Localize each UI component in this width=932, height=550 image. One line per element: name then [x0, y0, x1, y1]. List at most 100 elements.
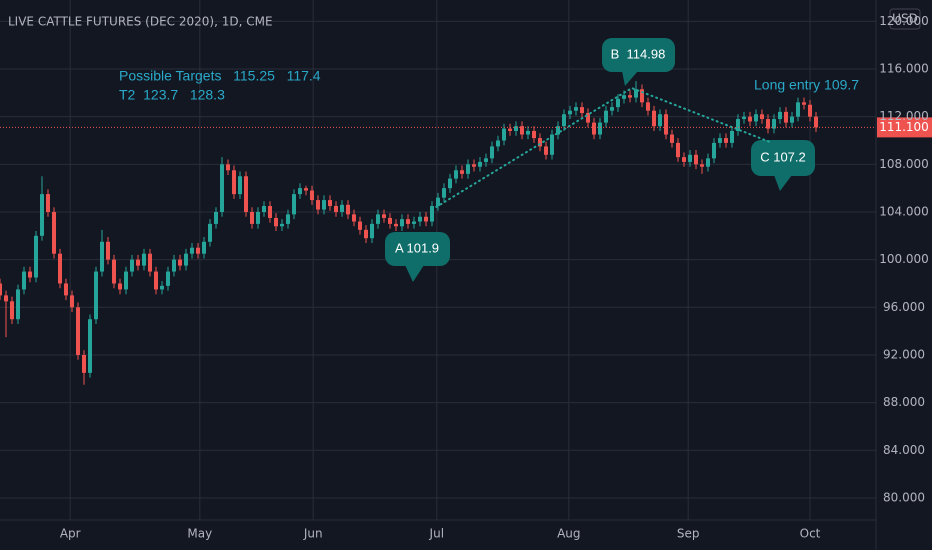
- candle-body: [178, 259, 182, 266]
- candle-body: [802, 102, 806, 105]
- candle-body: [496, 140, 500, 147]
- candle-body: [442, 188, 446, 198]
- candle-body: [106, 241, 110, 260]
- candle-body: [604, 110, 608, 123]
- callout: B 114.98: [602, 38, 675, 86]
- candle-body: [16, 289, 20, 320]
- candle-body: [448, 178, 452, 189]
- candle-body: [436, 197, 440, 207]
- candle-body: [202, 241, 206, 254]
- candle-body: [346, 204, 350, 215]
- candle-body: [322, 200, 326, 210]
- y-tick-label: 108.000: [879, 157, 929, 171]
- candle-body: [388, 217, 392, 224]
- x-tick-label: Apr: [60, 527, 81, 541]
- candle-body: [22, 271, 26, 290]
- candle-body: [616, 98, 620, 108]
- candle-body: [190, 247, 194, 254]
- candle-body: [352, 214, 356, 222]
- candle-body: [688, 154, 692, 162]
- candle-body: [400, 219, 404, 227]
- candle-body: [550, 134, 554, 155]
- y-tick-label: 116.000: [879, 61, 929, 75]
- callout-tail: [622, 71, 638, 86]
- candle-body: [214, 211, 218, 224]
- candle-body: [628, 95, 632, 98]
- currency-button[interactable]: [889, 8, 921, 30]
- callout-label: C 107.2: [760, 149, 806, 164]
- candle-body: [412, 221, 416, 224]
- candle-body: [430, 206, 434, 222]
- candle-body: [226, 164, 230, 171]
- candle-body: [310, 190, 314, 201]
- candle-body: [316, 200, 320, 210]
- candle-body: [640, 89, 644, 103]
- candle-body: [298, 188, 302, 195]
- candle-body: [130, 259, 134, 272]
- candle-body: [484, 158, 488, 162]
- candle-body: [454, 170, 458, 179]
- candle-body: [682, 157, 686, 162]
- callout-box: [385, 232, 450, 266]
- candle-body: [544, 146, 548, 155]
- x-tick-label: Jul: [429, 527, 444, 541]
- candle-body: [502, 128, 506, 141]
- candle-body: [364, 229, 368, 239]
- candle-body: [760, 114, 764, 120]
- candle-body: [754, 114, 758, 122]
- candle-body: [598, 122, 602, 135]
- candle-body: [70, 295, 74, 308]
- candle-body: [76, 307, 80, 355]
- y-tick-label: 104.000: [879, 204, 929, 218]
- candle-body: [292, 194, 296, 215]
- y-tick-label: 80.000: [883, 490, 925, 504]
- candle-body: [718, 138, 722, 143]
- candle-body: [424, 216, 428, 222]
- x-tick-label: Aug: [557, 527, 580, 541]
- currency-label[interactable]: USD: [892, 12, 918, 26]
- candle-body: [664, 114, 668, 135]
- candle-body: [646, 102, 650, 111]
- callout-label: B 114.98: [611, 46, 666, 61]
- candle-body: [0, 283, 2, 296]
- candle-body: [328, 200, 332, 207]
- x-tick-label: Sep: [677, 527, 700, 541]
- candle-body: [490, 146, 494, 159]
- candle-body: [694, 154, 698, 165]
- candle-body: [478, 161, 482, 167]
- candle-body: [244, 176, 248, 212]
- candle-body: [586, 113, 590, 123]
- candle-body: [406, 219, 410, 224]
- candle-body: [706, 158, 710, 167]
- candle-body: [82, 354, 86, 373]
- candle-body: [772, 119, 776, 129]
- candle-body: [58, 253, 62, 284]
- candle-body: [94, 271, 98, 320]
- candle-body: [556, 126, 560, 135]
- callout-label: A 101.9: [395, 240, 439, 255]
- candle-body: [250, 211, 254, 224]
- candle-body: [154, 271, 158, 290]
- callout-box: [602, 38, 675, 72]
- y-tick-label: 120.000: [879, 14, 929, 28]
- candle-body: [256, 211, 260, 224]
- last-price-box: [877, 117, 932, 138]
- candle-body: [580, 107, 584, 114]
- candle-body: [532, 130, 536, 139]
- candle-body: [658, 114, 662, 127]
- candle-body: [28, 271, 32, 278]
- candle-body: [196, 247, 200, 254]
- candle-body: [670, 134, 674, 143]
- y-tick-label: 100.000: [879, 252, 929, 266]
- candle-body: [124, 271, 128, 290]
- candle-body: [100, 241, 104, 272]
- candle-body: [112, 259, 116, 284]
- candles: [0, 81, 818, 385]
- candle-body: [268, 206, 272, 218]
- candle-body: [676, 142, 680, 158]
- callout-tail: [774, 175, 792, 191]
- chart-title: LIVE CATTLE FUTURES (DEC 2020), 1D, CME: [8, 15, 273, 29]
- last-price-label: 111.100: [879, 120, 929, 134]
- candle-body: [784, 111, 788, 123]
